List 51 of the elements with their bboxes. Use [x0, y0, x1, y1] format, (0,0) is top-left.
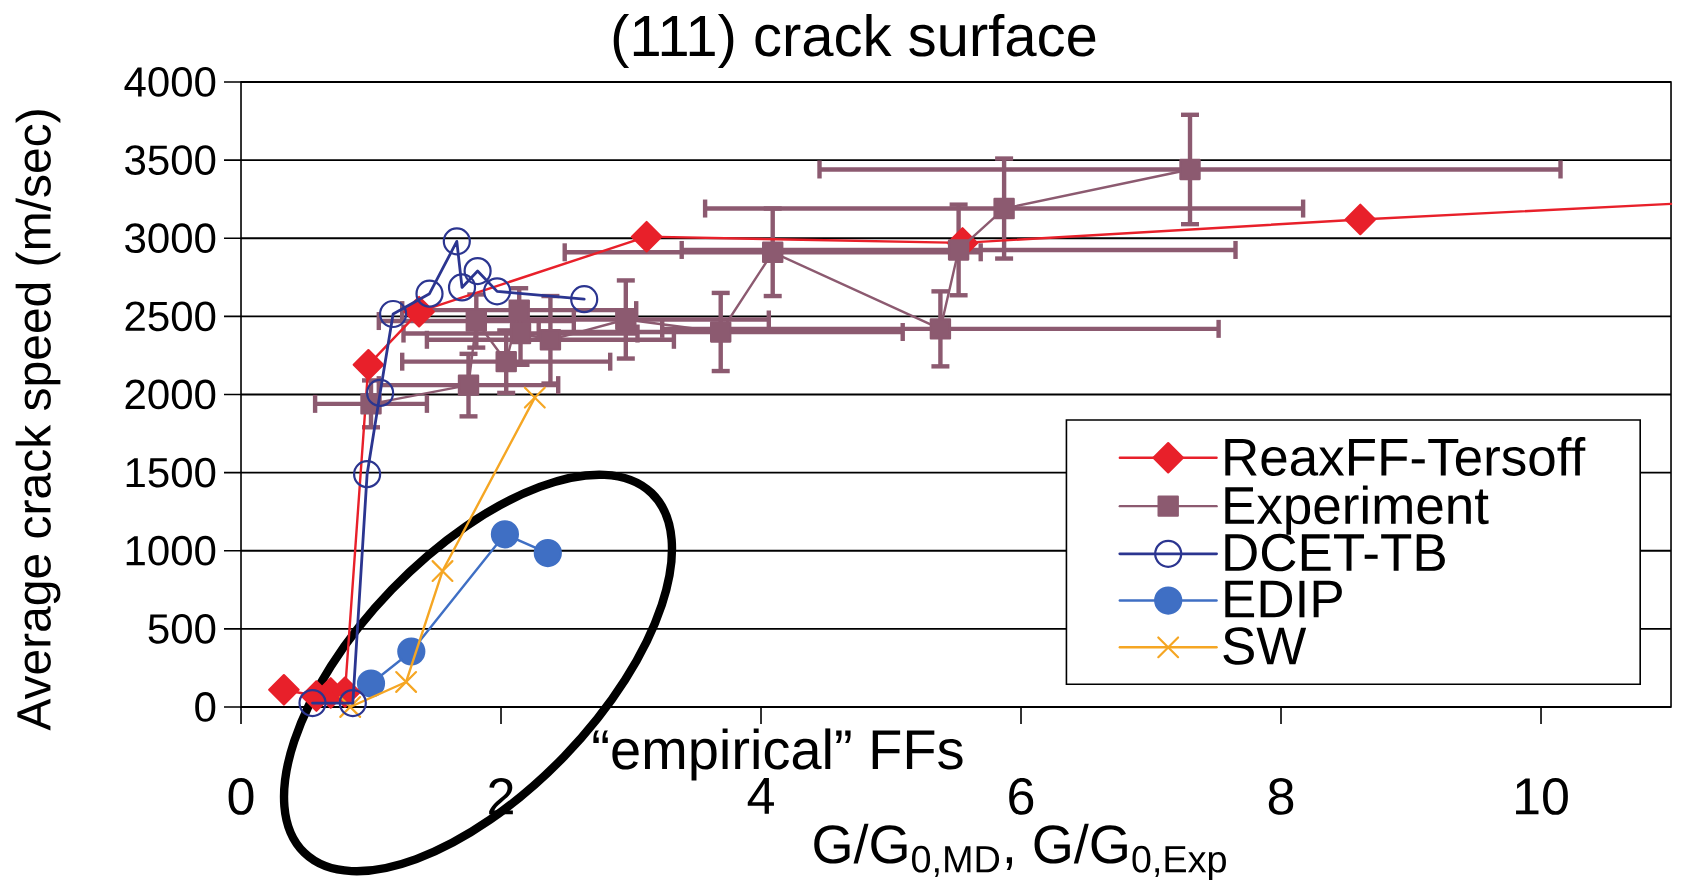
point	[447, 273, 477, 302]
legend-label: Experiment	[1225, 485, 1489, 535]
point	[947, 239, 970, 261]
point	[490, 520, 520, 549]
y-tick-label: 4000	[124, 67, 216, 97]
point	[710, 321, 732, 343]
point	[483, 277, 512, 306]
y-tick-label: 0	[195, 692, 216, 722]
legend-label: SW	[1223, 627, 1307, 665]
y-axis-title: Average crack speed (m/sec)	[15, 110, 61, 731]
point	[762, 241, 784, 263]
point	[442, 227, 471, 256]
y-tick-label: 3500	[125, 145, 216, 175]
x-tick-label: 8	[1268, 778, 1294, 815]
y-tick-label: 2000	[125, 379, 216, 410]
x-tick-label: 6	[1009, 778, 1034, 815]
y-tick-label: 2500	[125, 301, 216, 332]
y-tick-label: 1500	[126, 457, 216, 488]
point	[1179, 158, 1201, 181]
point	[509, 322, 532, 345]
y-tick-label: 500	[148, 613, 216, 644]
point	[431, 560, 454, 583]
point	[465, 310, 488, 332]
point	[298, 688, 327, 718]
chart-title: (111) crack surface	[613, 13, 1096, 68]
point	[929, 318, 952, 340]
point	[1344, 203, 1377, 236]
point	[508, 299, 530, 321]
point	[463, 256, 492, 286]
x-tick-label: 0	[228, 778, 254, 815]
point	[353, 460, 382, 489]
point	[993, 197, 1015, 220]
point	[395, 670, 418, 693]
legend-label: DCET-TB	[1225, 533, 1445, 572]
point	[523, 386, 546, 409]
point	[268, 673, 300, 706]
y-tick-label: 3000	[125, 223, 216, 254]
point	[338, 688, 367, 718]
legend-label: EDIP	[1225, 580, 1342, 618]
point	[415, 279, 444, 308]
y-tick-label: 1000	[126, 535, 216, 566]
point	[533, 538, 562, 568]
legend-label: ReaxFF-Tersoff	[1225, 437, 1586, 476]
point	[495, 350, 517, 373]
point	[539, 329, 562, 351]
point	[630, 220, 663, 253]
point	[570, 285, 599, 314]
x-tick-label: 10	[1516, 778, 1568, 815]
point	[356, 669, 386, 698]
x-axis-title: G/G$_{0,MD}$, G/G$_{0,Exp}$	[814, 823, 1226, 881]
point	[457, 374, 480, 396]
